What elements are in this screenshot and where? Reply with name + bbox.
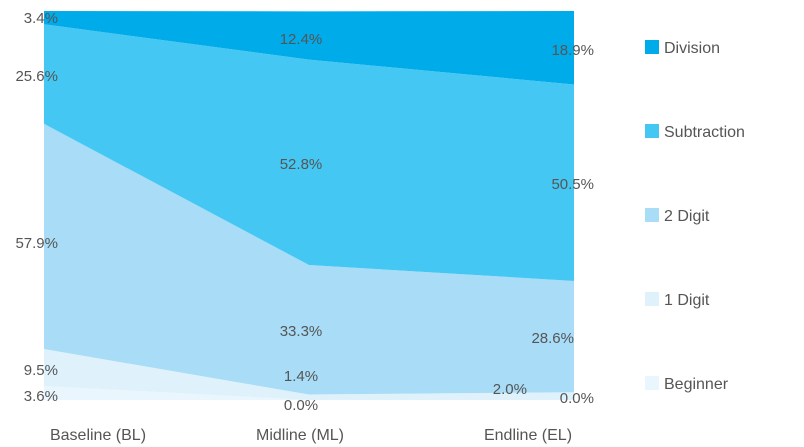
areas-layer: [44, 11, 574, 400]
x-tick-label-3: Endline (EL): [484, 427, 572, 444]
area-division: [44, 11, 574, 85]
legend-label-2-digit: 2 Digit: [664, 208, 710, 225]
data-label-division-3: 18.9%: [551, 42, 594, 59]
legend: Division Subtraction 2 Digit 1 Digit Beginne…: [645, 40, 745, 393]
area-beginner: [44, 386, 574, 400]
legend-item-subtraction: Subtraction: [645, 124, 745, 141]
data-label-subtraction-3: 50.5%: [551, 176, 594, 193]
data-label-1-digit-3: 2.0%: [493, 381, 527, 398]
data-label-division-2: 12.4%: [280, 31, 323, 48]
data-label-beginner-2: 0.0%: [284, 397, 318, 414]
data-label-1-digit-1: 9.5%: [24, 362, 58, 379]
area-1-digit: [44, 349, 574, 400]
legend-label-subtraction: Subtraction: [664, 124, 745, 141]
legend-swatch-subtraction: [645, 124, 659, 138]
legend-item-1-digit: 1 Digit: [645, 292, 710, 309]
data-label-2-digit-2: 33.3%: [280, 323, 323, 340]
data-label-division-1: 3.4%: [24, 10, 58, 27]
legend-label-beginner: Beginner: [664, 376, 729, 393]
legend-item-2-digit: 2 Digit: [645, 208, 710, 225]
legend-swatch-2-digit: [645, 208, 659, 222]
legend-swatch-beginner: [645, 376, 659, 390]
legend-swatch-division: [645, 40, 659, 54]
x-axis: Baseline (BL) Midline (ML) Endline (EL): [50, 427, 572, 444]
data-label-2-digit-1: 57.9%: [15, 235, 58, 252]
x-tick-label-2: Midline (ML): [256, 427, 344, 444]
legend-label-division: Division: [664, 40, 720, 57]
data-label-subtraction-1: 25.6%: [15, 68, 58, 85]
data-labels-layer: 3.6% 0.0% 0.0% 9.5% 1.4% 2.0% 57.9% 33.3% 28.6% 2…: [15, 10, 594, 414]
legend-label-1-digit: 1 Digit: [664, 292, 710, 309]
data-label-subtraction-2: 52.8%: [280, 156, 323, 173]
area-subtraction: [44, 24, 574, 281]
data-label-1-digit-2: 1.4%: [284, 368, 318, 385]
data-label-beginner-1: 3.6%: [24, 388, 58, 405]
legend-item-division: Division: [645, 40, 720, 57]
x-tick-label-1: Baseline (BL): [50, 427, 146, 444]
data-label-beginner-3: 0.0%: [560, 390, 594, 407]
legend-item-beginner: Beginner: [645, 376, 729, 393]
area-2-digit: [44, 123, 574, 395]
legend-swatch-1-digit: [645, 292, 659, 306]
data-label-2-digit-3: 28.6%: [531, 330, 574, 347]
